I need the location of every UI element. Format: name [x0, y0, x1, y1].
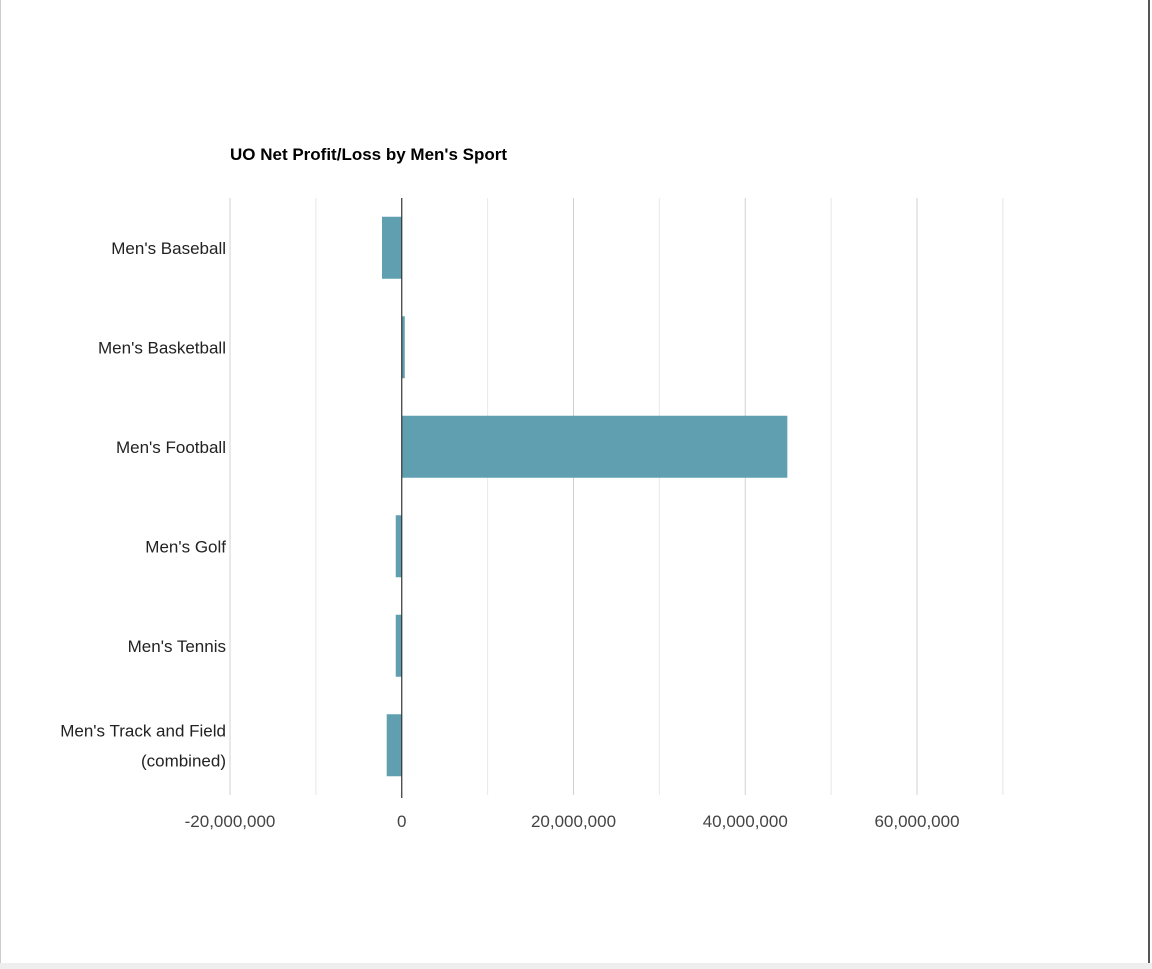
bar — [381, 216, 402, 279]
bottom-edge — [0, 963, 1152, 969]
chart-title: UO Net Profit/Loss by Men's Sport — [230, 145, 507, 164]
x-tick-label: 60,000,000 — [874, 812, 959, 831]
x-tick-label: -20,000,000 — [185, 812, 276, 831]
bar — [395, 614, 402, 677]
category-label: Men's Football — [116, 438, 226, 457]
x-tick-label: 40,000,000 — [703, 812, 788, 831]
x-tick-label: 0 — [397, 812, 406, 831]
bar — [401, 415, 788, 478]
category-label: Men's Baseball — [111, 239, 226, 258]
x-tick-label: 20,000,000 — [531, 812, 616, 831]
category-label: Men's Basketball — [98, 338, 226, 357]
category-label: Men's Track and Field — [60, 721, 226, 740]
bar — [386, 714, 402, 777]
bar — [395, 515, 402, 578]
bar — [401, 316, 405, 379]
category-label: Men's Golf — [145, 537, 226, 556]
category-label: (combined) — [141, 751, 226, 770]
category-label: Men's Tennis — [128, 637, 226, 656]
